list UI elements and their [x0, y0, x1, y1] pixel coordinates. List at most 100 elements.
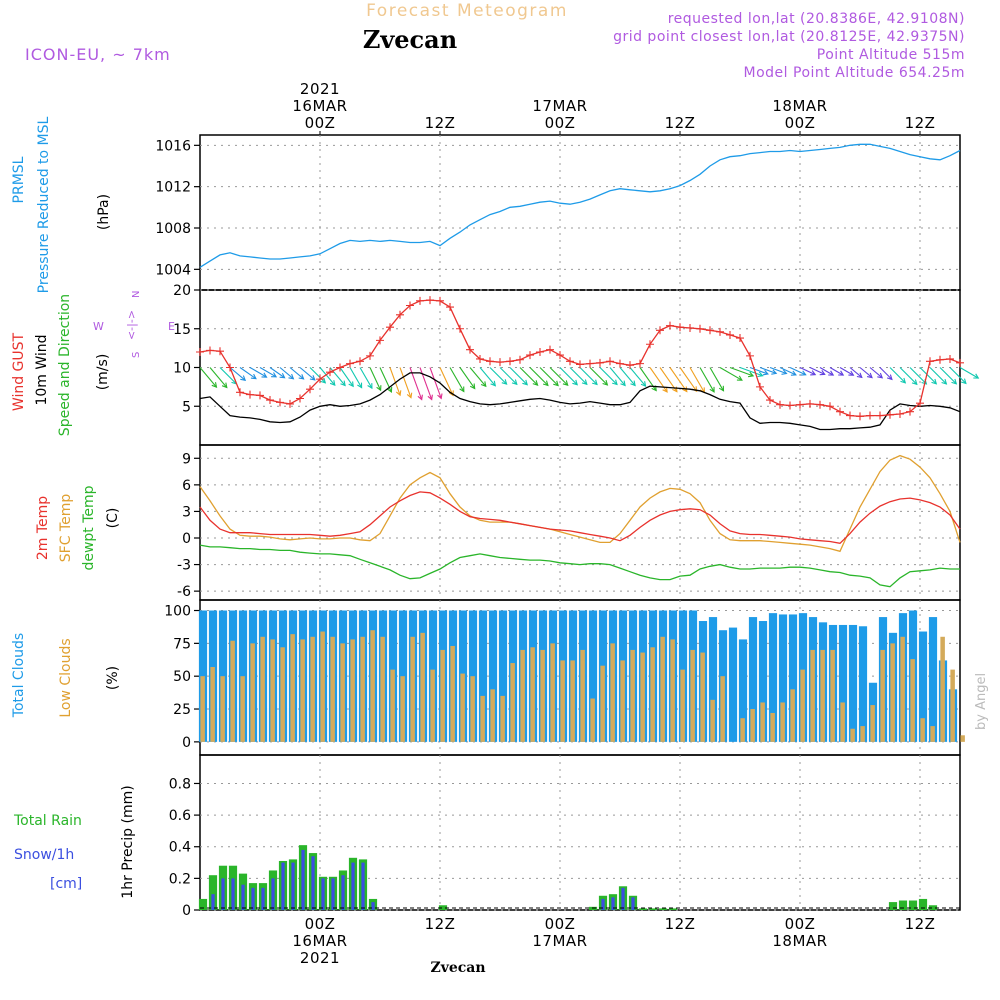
- wind-direction-arrow: [569, 367, 588, 385]
- wind-arrow-head: [800, 370, 807, 376]
- low-cloud-bar: [690, 649, 695, 742]
- wind-gust-marker: [606, 357, 614, 366]
- wind-gust-marker: [326, 368, 334, 377]
- wind-gust-marker: [796, 400, 804, 409]
- temp-tick-label: 3: [182, 504, 191, 520]
- wind-arrow-head: [810, 370, 817, 376]
- wind-gust-marker: [736, 334, 744, 343]
- low-cloud-bar: [740, 718, 745, 742]
- wind-direction-arrow: [529, 367, 549, 386]
- total-cloud-bar: [748, 617, 758, 742]
- total-cloud-bar: [928, 617, 938, 742]
- bottom-time-label: 00Z: [545, 915, 576, 933]
- snow-bar: [631, 897, 635, 910]
- wind-direction-arrow: [869, 367, 883, 379]
- wind-gust-marker: [646, 340, 654, 349]
- wind-arrow-head: [736, 375, 743, 381]
- snow-bar: [361, 862, 365, 910]
- wind-arrow-head: [960, 378, 967, 385]
- wind-direction-arrow: [789, 367, 806, 376]
- wind-direction-arrow: [779, 367, 797, 376]
- top-time-label: 00Z: [305, 114, 336, 132]
- wind-gust-marker: [826, 402, 834, 411]
- precip-tick-label: 0: [182, 903, 191, 919]
- wind-direction-arrow: [469, 367, 487, 387]
- wind-gust-marker: [286, 399, 294, 408]
- snow-bar: [371, 902, 375, 910]
- top-time-label: 12Z: [665, 114, 696, 132]
- wind-gust-marker: [206, 346, 214, 355]
- wind-gust-marker: [316, 375, 324, 384]
- low-cloud-bar: [750, 709, 755, 742]
- wind-direction-arrow: [489, 367, 508, 385]
- low-cloud-bar: [840, 702, 845, 742]
- wind-direction-arrow: [419, 367, 433, 400]
- wind-arrow-head: [221, 382, 228, 389]
- wind-gust-marker: [816, 400, 824, 409]
- wind-gust-marker: [726, 330, 734, 339]
- low-cloud-bar: [940, 636, 945, 742]
- wind-gust-marker: [306, 385, 314, 394]
- low-cloud-bar: [610, 643, 615, 742]
- wind-gust-marker: [766, 396, 774, 405]
- wind-gust-marker: [346, 359, 354, 368]
- wind-direction-arrow: [339, 367, 354, 387]
- wind-arrow-head: [951, 378, 958, 385]
- pressure-label-msl: Pressure Reduced to MSL: [36, 116, 52, 293]
- snow-bar: [321, 878, 325, 910]
- wind-gust-marker: [636, 359, 644, 368]
- compass-s: S: [131, 352, 142, 358]
- wind-direction-arrow: [289, 367, 304, 380]
- wind-direction-arrow: [949, 367, 967, 384]
- bottom-time-label: 12Z: [665, 915, 696, 933]
- watermark: by Angel: [974, 673, 989, 730]
- low-cloud-bar: [930, 726, 935, 742]
- wind-gust-marker: [836, 407, 844, 416]
- wind-arrow-head: [340, 380, 346, 387]
- rain-bar: [888, 902, 898, 910]
- wind-tick-label: 10: [173, 361, 191, 377]
- low-cloud-bar: [430, 669, 435, 742]
- wind-arrow-head: [271, 372, 278, 378]
- precip-panel: 0 0.2 0.4 0.6 0.8: [169, 754, 961, 919]
- wind-arrow-head: [877, 372, 884, 379]
- bottom-time-label: 18MAR: [772, 932, 827, 950]
- total-cloud-bar: [728, 627, 738, 742]
- wind-arrow-head: [886, 374, 893, 381]
- wind-gust-marker: [496, 358, 504, 367]
- wind-direction-arrow: [539, 367, 559, 386]
- wind-arrow-head: [250, 373, 257, 380]
- wind-gust-marker: [216, 347, 224, 356]
- wind-arrow-head: [532, 380, 539, 386]
- snow-bar: [331, 878, 335, 910]
- wind-gust-marker: [746, 351, 754, 360]
- wind-gust-marker: [696, 324, 704, 333]
- total-cloud-bar: [588, 610, 598, 742]
- wind-arrow-head: [790, 370, 797, 376]
- total-cloud-bar: [788, 614, 798, 742]
- wind-gust-marker: [526, 351, 534, 360]
- wind-direction-arrow: [309, 367, 326, 384]
- wind-arrow-head: [448, 390, 454, 397]
- low-cloud-bar: [540, 649, 545, 742]
- wind-gust-marker: [396, 310, 404, 319]
- total-cloud-bar: [918, 631, 928, 742]
- rain-bar: [638, 908, 648, 910]
- bottom-time-label: 2021: [300, 949, 340, 967]
- wind-direction-arrow: [689, 367, 705, 393]
- total-cloud-bar: [848, 624, 858, 742]
- temp-sfc-label: SFC Temp: [58, 494, 74, 563]
- wind-direction-arrow: [879, 367, 893, 380]
- wind-arrow-head: [848, 370, 855, 376]
- wind-arrow-head: [279, 372, 286, 379]
- wind-arrow-head: [329, 380, 336, 386]
- wind-gust-marker: [356, 357, 364, 366]
- low-cloud-bar: [890, 643, 895, 742]
- total-cloud-bar: [238, 610, 248, 742]
- wind-gust-marker: [706, 326, 714, 335]
- rain-bar: [908, 900, 918, 910]
- pressure-label-prmsl: PRMSL: [11, 156, 27, 203]
- low-cloud-bar: [830, 649, 835, 742]
- wind-arrow-head: [367, 383, 373, 390]
- wind-direction-arrow: [239, 367, 257, 380]
